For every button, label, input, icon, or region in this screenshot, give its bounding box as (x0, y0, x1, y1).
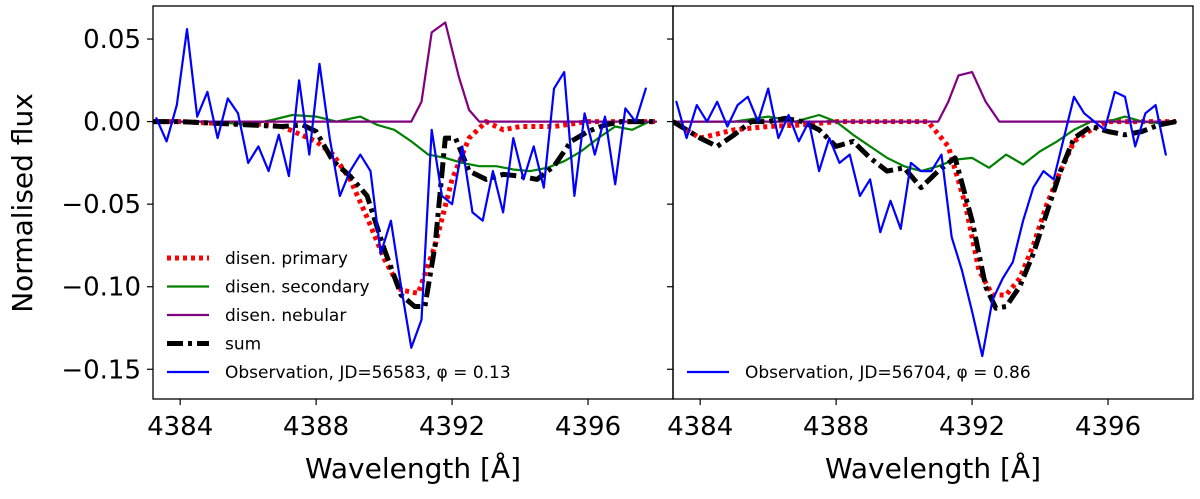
y-tick-label: 0.00 (83, 108, 141, 138)
right-legend-label-observation: Observation, JD=56704, φ = 0.86 (745, 363, 1031, 383)
y-tick-label: −0.05 (61, 190, 141, 220)
x-axis-label-left: Wavelength [Å] (305, 451, 521, 485)
y-tick-label: −0.10 (61, 273, 141, 303)
left-series-observation (155, 28, 647, 349)
left-legend-label-nebular: disen. nebular (225, 306, 346, 326)
y-tick-label: 0.05 (83, 25, 141, 55)
right-panel-plot-area (673, 71, 1178, 358)
right-x-tick-label: 4396 (1075, 412, 1141, 442)
right-series-sum (673, 115, 1177, 311)
legend-layer: disen. primary disen. secondary disen. neb… (167, 249, 1031, 383)
y-tick-label: −0.15 (61, 355, 141, 385)
right-series-nebular (673, 71, 1178, 123)
x-axis-label-right: Wavelength [Å] (825, 451, 1041, 485)
axes-layer: 4384 4388 4392 43960.050.00−0.05−0.10−0.154… (61, 5, 1194, 442)
left-x-tick-label: 4388 (283, 412, 349, 442)
left-x-tick-label: 4384 (147, 412, 213, 442)
right-series-observation (675, 87, 1167, 358)
left-x-tick-label: 4392 (419, 412, 485, 442)
right-series-primary (673, 119, 1176, 298)
right-axes-frame (672, 5, 1194, 400)
left-legend-label-primary: disen. primary (225, 249, 348, 269)
right-x-tick-label: 4388 (803, 412, 869, 442)
right-x-tick-label: 4384 (667, 412, 733, 442)
left-legend-label-sum: sum (225, 335, 261, 355)
left-series-nebular (153, 21, 658, 123)
left-legend-label-observation: Observation, JD=56583, φ = 0.13 (225, 363, 511, 383)
left-panel-plot-area (153, 21, 658, 349)
right-x-tick-label: 4392 (939, 412, 1005, 442)
y-axis-label: Normalised flux (6, 93, 39, 313)
left-legend-label-secondary: disen. secondary (225, 278, 370, 298)
left-x-tick-label: 4396 (555, 412, 621, 442)
left-series-sum (153, 119, 656, 309)
